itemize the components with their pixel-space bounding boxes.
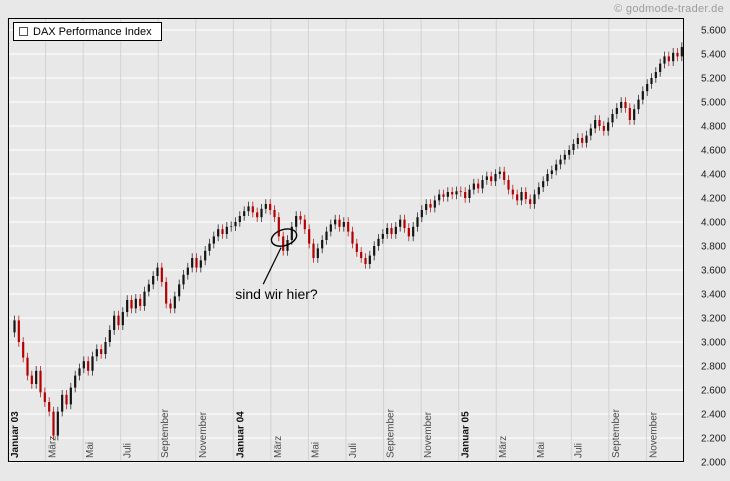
x-month-label: Mai	[85, 442, 96, 458]
plot-border	[8, 18, 684, 462]
x-month-label: März	[273, 436, 284, 458]
x-month-label: Mai	[310, 442, 321, 458]
x-month-label: März	[48, 436, 59, 458]
y-tick-label: 5.000	[701, 98, 726, 109]
y-tick-label: 3.600	[701, 266, 726, 277]
y-tick-label: 2.000	[701, 458, 726, 469]
y-tick-label: 3.000	[701, 338, 726, 349]
y-tick-label: 2.800	[701, 362, 726, 373]
y-tick-label: 4.200	[701, 194, 726, 205]
y-tick-label: 2.200	[701, 434, 726, 445]
x-month-label: September	[160, 408, 171, 458]
x-month-label: November	[423, 411, 434, 458]
legend-label: DAX Performance Index	[33, 25, 152, 38]
x-month-label: Mai	[536, 442, 547, 458]
annotation-line	[262, 247, 282, 285]
y-tick-label: 4.600	[701, 146, 726, 157]
x-month-label: Juli	[573, 443, 584, 458]
price-series	[13, 42, 683, 441]
y-tick-label: 4.400	[701, 170, 726, 181]
y-tick-label: 5.600	[701, 26, 726, 37]
x-month-label: September	[386, 408, 397, 458]
y-tick-label: 2.400	[701, 410, 726, 421]
annotation-ellipse	[270, 228, 298, 247]
x-month-label: November	[648, 411, 659, 458]
x-month-label: Januar 05	[461, 411, 472, 458]
legend-checkbox-icon[interactable]	[19, 27, 28, 36]
y-tick-label: 2.600	[701, 386, 726, 397]
x-month-label: Januar 04	[235, 411, 246, 458]
legend-box[interactable]: DAX Performance Index	[13, 22, 162, 41]
x-month-label: September	[611, 408, 622, 458]
y-tick-label: 3.400	[701, 290, 726, 301]
x-month-label: Januar 03	[10, 411, 21, 458]
y-tick-label: 4.800	[701, 122, 726, 133]
y-tick-label: 3.200	[701, 314, 726, 325]
y-tick-label: 5.400	[701, 50, 726, 61]
y-tick-label: 4.000	[701, 218, 726, 229]
x-month-label: November	[198, 411, 209, 458]
y-tick-label: 3.800	[701, 242, 726, 253]
annotation-text: sind wir hier?	[235, 286, 318, 303]
x-month-label: Juli	[123, 443, 134, 458]
copyright-text: © godmode-trader.de	[614, 3, 724, 15]
x-month-label: Juli	[348, 443, 359, 458]
y-tick-label: 5.200	[701, 74, 726, 85]
x-month-label: März	[498, 436, 509, 458]
